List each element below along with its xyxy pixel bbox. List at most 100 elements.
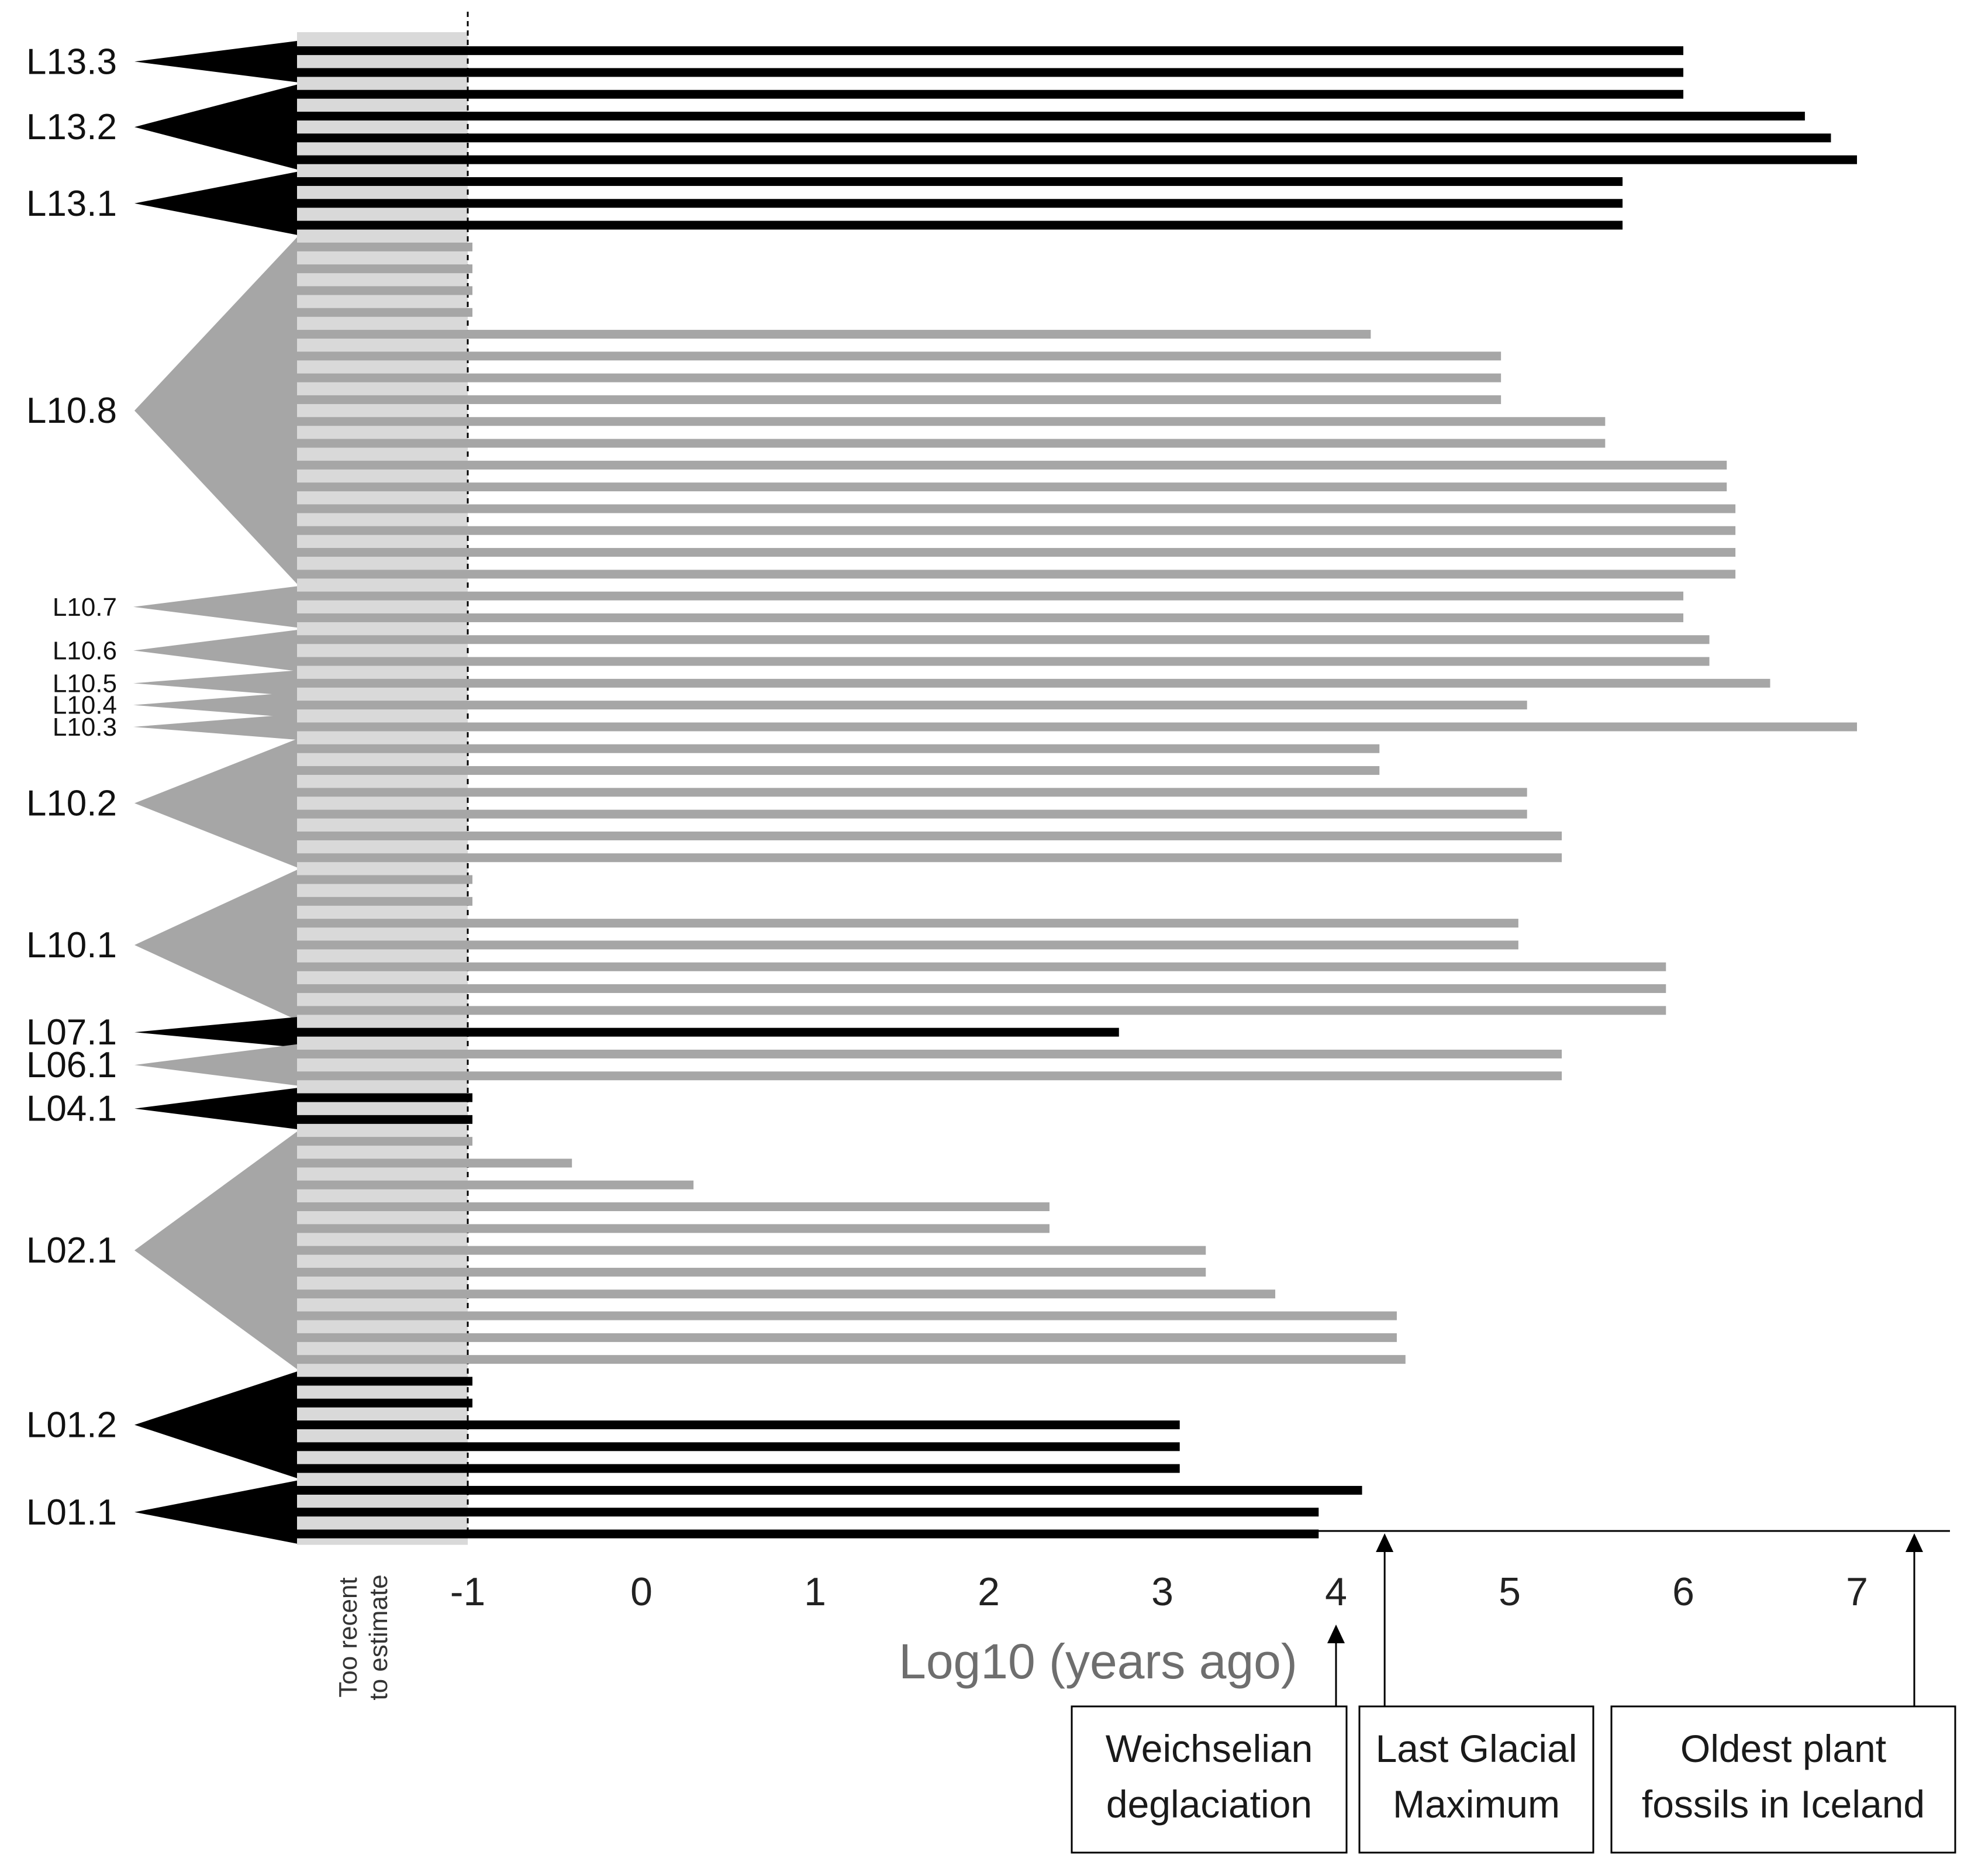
bar-L10-1-5 bbox=[297, 962, 1666, 971]
bar-L13-1-1 bbox=[297, 177, 1623, 186]
x-tick-label-neg1: -1 bbox=[450, 1570, 485, 1614]
x-tick-label-4: 4 bbox=[1325, 1570, 1347, 1614]
x-tick-label-0: 0 bbox=[630, 1570, 653, 1614]
bar-L10-2-2 bbox=[297, 766, 1380, 775]
bar-L10-1-6 bbox=[297, 984, 1666, 994]
bar-L13-3-1 bbox=[297, 46, 1683, 56]
bar-L02-1-7 bbox=[297, 1267, 1206, 1277]
bar-L10-7-1 bbox=[297, 591, 1683, 601]
bar-L10-8-9 bbox=[297, 417, 1606, 426]
bar-L10-8-5 bbox=[297, 330, 1371, 339]
wedge-L10-5 bbox=[133, 670, 297, 696]
x-axis-title: Log10 (years ago) bbox=[899, 1634, 1297, 1689]
annotation-2-text-line-1: Last Glacial bbox=[1376, 1727, 1578, 1770]
bar-L13-1-2 bbox=[297, 199, 1623, 208]
bar-L10-8-12 bbox=[297, 482, 1727, 492]
wedge-L13-1 bbox=[134, 171, 297, 235]
wedge-L13-3 bbox=[134, 41, 297, 82]
x-tick-label-1: 1 bbox=[804, 1570, 826, 1614]
bar-L10-8-15 bbox=[297, 548, 1736, 557]
bar-L13-1-3 bbox=[297, 220, 1623, 230]
bar-L02-1-2 bbox=[297, 1158, 572, 1168]
bar-L10-1-2 bbox=[297, 896, 472, 906]
x-axis: -1 0 1 2 3 4 5 6 7 Log10 (years ago) Too recentto … bbox=[297, 1530, 1950, 1701]
lineage-label-L13-3: L13.3 bbox=[26, 42, 117, 82]
x-tick-label-7: 7 bbox=[1846, 1570, 1868, 1614]
bar-L10-4-1 bbox=[297, 701, 1527, 710]
bar-L13-2-4 bbox=[297, 155, 1857, 164]
bar-L10-8-7 bbox=[297, 373, 1501, 382]
x-tick-label-6: 6 bbox=[1672, 1570, 1694, 1614]
bar-L01-2-4 bbox=[297, 1442, 1180, 1451]
lineage-label-L13-2: L13.2 bbox=[26, 107, 117, 147]
bar-L10-2-6 bbox=[297, 853, 1562, 863]
bar-L06-1-2 bbox=[297, 1071, 1562, 1081]
lineage-label-L07-1: L07.1 bbox=[26, 1012, 117, 1053]
lineage-label-L10-1: L10.1 bbox=[26, 925, 117, 965]
bar-L02-1-10 bbox=[297, 1333, 1397, 1342]
bar-L10-6-1 bbox=[297, 635, 1710, 644]
bars-group bbox=[297, 46, 1857, 1539]
wedge-L10-2 bbox=[134, 739, 297, 868]
bar-L10-1-3 bbox=[297, 919, 1518, 928]
annotation-1-text-line-2: deglaciation bbox=[1106, 1782, 1312, 1826]
bar-L10-8-13 bbox=[297, 504, 1736, 513]
bar-L01-1-1 bbox=[297, 1485, 1362, 1495]
bar-L10-1-7 bbox=[297, 1006, 1666, 1015]
wedge-L01-2 bbox=[134, 1371, 297, 1478]
x-tick-label-2: 2 bbox=[978, 1570, 1000, 1614]
bar-L01-2-2 bbox=[297, 1398, 472, 1408]
bar-L10-2-5 bbox=[297, 831, 1562, 840]
bar-L06-1-1 bbox=[297, 1049, 1562, 1058]
bar-L01-2-3 bbox=[297, 1420, 1180, 1430]
bar-L01-1-2 bbox=[297, 1508, 1319, 1517]
annotation-2-text-line-2: Maximum bbox=[1393, 1782, 1560, 1826]
bar-L01-2-5 bbox=[297, 1464, 1180, 1473]
too-recent-label-line-2: to estimate bbox=[364, 1574, 393, 1700]
wedge-L10-3 bbox=[133, 713, 297, 740]
bar-L02-1-6 bbox=[297, 1246, 1206, 1255]
bar-L13-2-1 bbox=[297, 89, 1683, 99]
wedge-L02-1 bbox=[134, 1132, 297, 1370]
bar-L02-1-4 bbox=[297, 1202, 1050, 1212]
bar-L02-1-8 bbox=[297, 1289, 1276, 1299]
x-tick-label-3: 3 bbox=[1151, 1570, 1173, 1614]
bar-L02-1-5 bbox=[297, 1224, 1050, 1233]
bar-L07-1-1 bbox=[297, 1027, 1119, 1037]
annotation-3-text-line-1: Oldest plant bbox=[1680, 1727, 1886, 1770]
bar-L13-2-3 bbox=[297, 133, 1831, 143]
bar-L10-8-6 bbox=[297, 351, 1501, 361]
lineage-wedges bbox=[133, 41, 297, 1544]
bar-L13-2-2 bbox=[297, 112, 1805, 121]
bar-L02-1-9 bbox=[297, 1311, 1397, 1320]
wedge-L10-7 bbox=[133, 586, 297, 628]
lineage-label-L10-5: L10.5 bbox=[53, 669, 117, 698]
annotation-1-arrow-head bbox=[1327, 1625, 1345, 1643]
lineage-label-L10-2: L10.2 bbox=[26, 784, 117, 824]
bar-L10-8-4 bbox=[297, 308, 472, 317]
bar-L02-1-1 bbox=[297, 1137, 472, 1146]
lineage-label-L10-8: L10.8 bbox=[26, 391, 117, 431]
bar-L10-7-2 bbox=[297, 613, 1683, 622]
bar-L10-2-3 bbox=[297, 788, 1527, 797]
bar-L04-1-1 bbox=[297, 1093, 472, 1102]
bar-L10-8-10 bbox=[297, 439, 1606, 448]
lineage-label-L10-3: L10.3 bbox=[53, 713, 117, 742]
annotation-3-box bbox=[1610, 1705, 1956, 1854]
lineage-label-L04-1: L04.1 bbox=[26, 1089, 117, 1129]
bar-L10-3-1 bbox=[297, 722, 1857, 732]
lineage-label-L01-2: L01.2 bbox=[26, 1405, 117, 1446]
wedge-L13-2 bbox=[134, 84, 297, 170]
annotation-3-text-line-2: fossils in Iceland bbox=[1642, 1782, 1925, 1826]
bar-L10-8-11 bbox=[297, 460, 1727, 470]
event-annotations: Weichselian deglaciation Last Glacial Maxim… bbox=[1071, 1533, 1956, 1854]
wedge-L10-4 bbox=[133, 692, 297, 718]
bar-L10-2-4 bbox=[297, 809, 1527, 819]
bar-L10-5-1 bbox=[297, 678, 1770, 688]
wedge-L10-8 bbox=[134, 237, 297, 584]
bar-L01-2-1 bbox=[297, 1377, 472, 1386]
lineage-label-L10-4: L10.4 bbox=[53, 691, 117, 720]
bar-L02-1-11 bbox=[297, 1355, 1406, 1364]
bar-L04-1-2 bbox=[297, 1115, 472, 1124]
